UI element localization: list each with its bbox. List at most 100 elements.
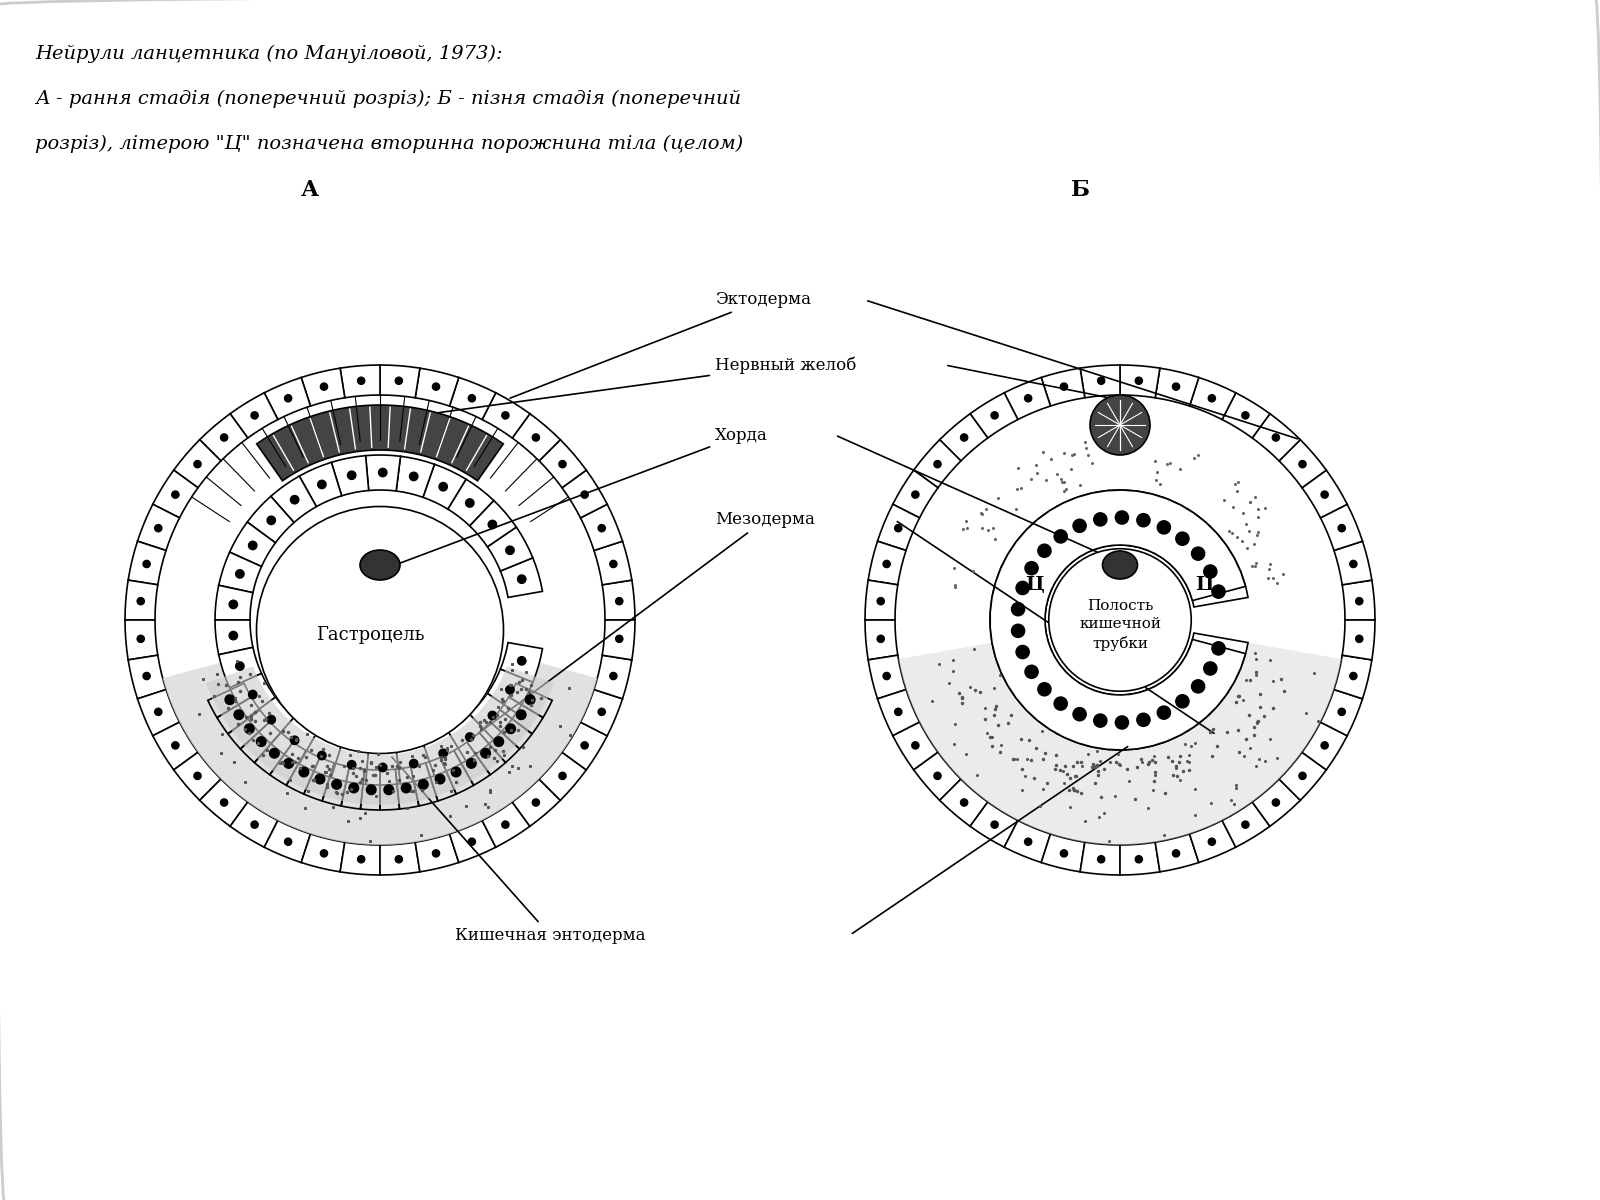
Circle shape — [1011, 624, 1024, 637]
Circle shape — [883, 672, 890, 679]
Circle shape — [251, 412, 258, 419]
Circle shape — [435, 774, 445, 784]
Circle shape — [1038, 683, 1051, 696]
Polygon shape — [866, 620, 898, 660]
Text: Мезодерма: Мезодерма — [478, 511, 814, 733]
Circle shape — [438, 749, 448, 757]
Circle shape — [221, 799, 227, 806]
Circle shape — [934, 461, 941, 468]
Circle shape — [469, 395, 475, 402]
Circle shape — [1192, 679, 1205, 692]
Circle shape — [1157, 706, 1171, 719]
Polygon shape — [264, 378, 310, 420]
Circle shape — [171, 491, 179, 498]
Circle shape — [1208, 838, 1216, 845]
Circle shape — [315, 774, 325, 784]
Polygon shape — [1171, 526, 1227, 577]
Circle shape — [598, 708, 605, 715]
Circle shape — [229, 631, 237, 640]
Circle shape — [960, 434, 968, 442]
Polygon shape — [341, 842, 379, 875]
Polygon shape — [422, 731, 466, 775]
Polygon shape — [470, 694, 517, 739]
Circle shape — [248, 690, 258, 698]
Polygon shape — [1109, 490, 1136, 546]
Circle shape — [1098, 856, 1104, 863]
Polygon shape — [152, 722, 198, 770]
Text: Хорда: Хорда — [397, 426, 768, 564]
Polygon shape — [877, 690, 920, 736]
Polygon shape — [1182, 547, 1240, 592]
Polygon shape — [1253, 414, 1301, 461]
Circle shape — [1272, 434, 1280, 442]
Circle shape — [502, 821, 509, 828]
Polygon shape — [1342, 580, 1374, 620]
Circle shape — [502, 412, 509, 419]
Polygon shape — [501, 558, 542, 598]
Text: Ц: Ц — [1026, 576, 1045, 594]
Circle shape — [1203, 662, 1218, 676]
Circle shape — [1355, 598, 1363, 605]
Polygon shape — [1302, 470, 1347, 518]
Circle shape — [1208, 395, 1216, 402]
Polygon shape — [379, 842, 419, 875]
Polygon shape — [230, 392, 278, 438]
Polygon shape — [893, 722, 938, 770]
Circle shape — [912, 742, 918, 749]
Polygon shape — [381, 365, 419, 397]
Polygon shape — [562, 470, 608, 518]
Polygon shape — [1130, 691, 1163, 749]
Circle shape — [347, 761, 355, 769]
Circle shape — [558, 773, 566, 780]
Circle shape — [1242, 821, 1250, 828]
Polygon shape — [594, 541, 632, 584]
Circle shape — [1074, 520, 1086, 533]
Polygon shape — [1189, 571, 1248, 607]
Circle shape — [990, 821, 998, 828]
Polygon shape — [970, 802, 1018, 847]
Circle shape — [320, 850, 328, 857]
Circle shape — [248, 541, 258, 550]
Text: Ц: Ц — [1195, 576, 1214, 594]
Circle shape — [299, 767, 309, 776]
Circle shape — [1094, 714, 1107, 727]
Circle shape — [347, 472, 355, 480]
Circle shape — [1024, 838, 1032, 845]
Polygon shape — [270, 718, 317, 764]
Polygon shape — [299, 462, 342, 506]
Circle shape — [229, 600, 237, 608]
Circle shape — [357, 377, 365, 384]
Circle shape — [506, 546, 514, 554]
Circle shape — [283, 758, 293, 768]
Circle shape — [1299, 461, 1306, 468]
Polygon shape — [1016, 522, 1070, 576]
Circle shape — [320, 383, 328, 390]
Polygon shape — [248, 697, 294, 744]
Polygon shape — [174, 439, 221, 487]
Circle shape — [267, 516, 275, 524]
Polygon shape — [1334, 655, 1371, 698]
Polygon shape — [200, 414, 248, 461]
Polygon shape — [1144, 684, 1187, 743]
Polygon shape — [866, 580, 898, 620]
Circle shape — [517, 575, 526, 583]
Text: Нервный желоб: Нервный желоб — [387, 356, 856, 420]
Polygon shape — [414, 368, 459, 406]
Polygon shape — [301, 368, 346, 406]
Polygon shape — [270, 476, 317, 522]
Polygon shape — [1002, 650, 1059, 697]
Circle shape — [1138, 713, 1150, 726]
Polygon shape — [1278, 439, 1326, 487]
Text: розріз), літерою "Ц" позначена вторинна порожнина тіла (целом): розріз), літерою "Ц" позначена вторинна … — [35, 134, 744, 154]
Polygon shape — [1130, 491, 1163, 550]
Circle shape — [1090, 395, 1150, 455]
Polygon shape — [1042, 834, 1085, 872]
Circle shape — [155, 708, 162, 715]
Circle shape — [1211, 642, 1226, 655]
Polygon shape — [1182, 648, 1240, 694]
Circle shape — [581, 742, 589, 749]
Polygon shape — [1155, 368, 1198, 406]
Circle shape — [251, 821, 258, 828]
Polygon shape — [594, 655, 632, 698]
Polygon shape — [602, 580, 635, 620]
